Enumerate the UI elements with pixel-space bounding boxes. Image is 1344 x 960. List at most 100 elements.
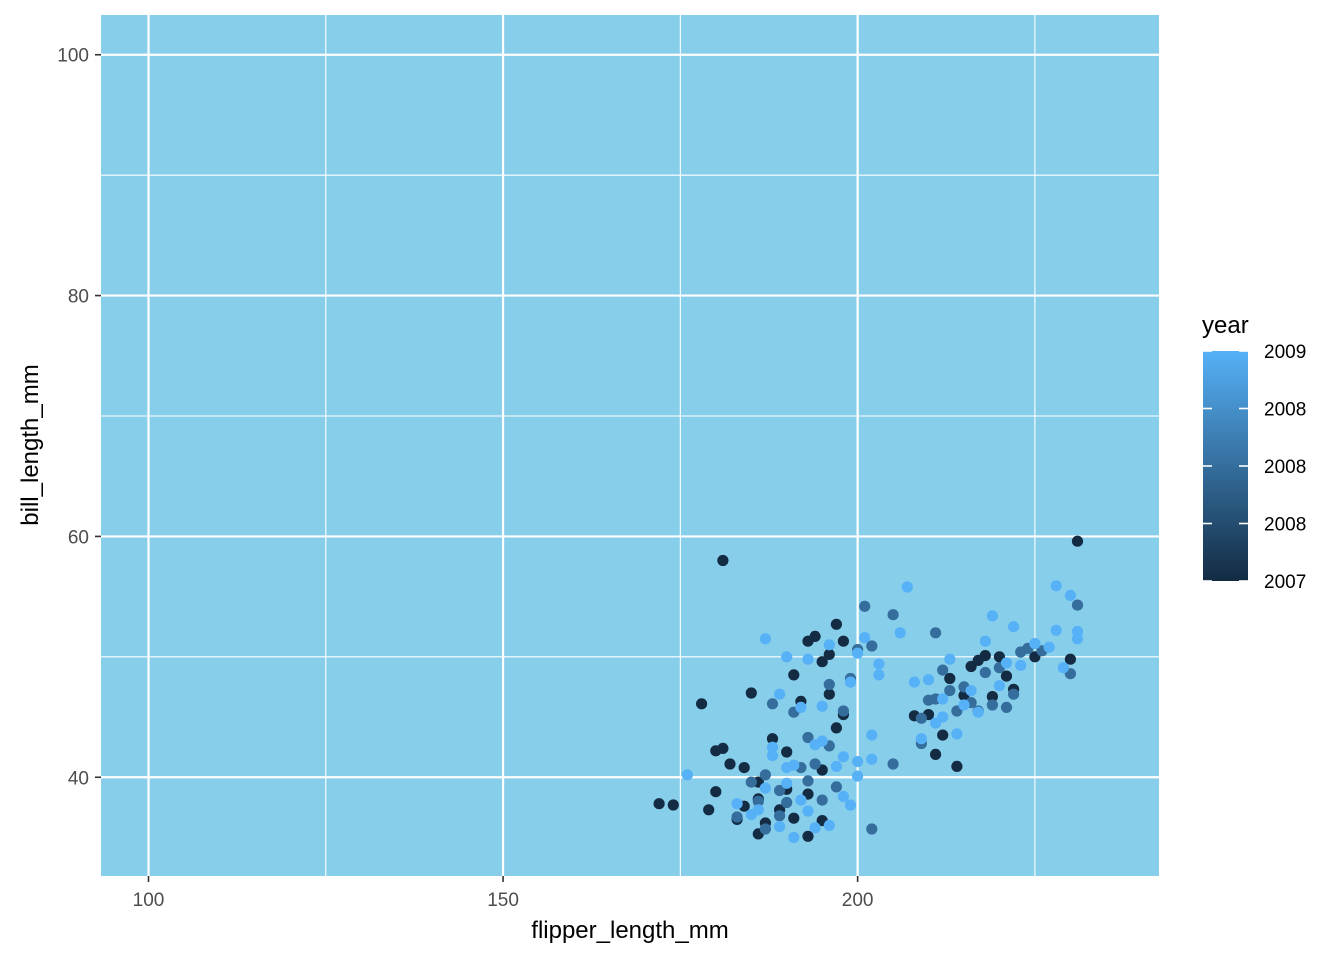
data-point [852, 756, 864, 768]
data-point [1000, 701, 1013, 714]
y-tick-label: 100 [57, 46, 89, 67]
data-point [802, 653, 814, 665]
data-point [681, 769, 694, 781]
data-point [830, 722, 843, 734]
data-point [752, 804, 764, 816]
data-point [717, 554, 729, 567]
data-point [759, 769, 772, 781]
data-point [887, 609, 899, 621]
data-point [774, 784, 786, 797]
data-point [795, 701, 807, 714]
grid-major [101, 15, 1159, 876]
data-point [809, 822, 821, 834]
data-point [944, 653, 956, 665]
data-point [986, 610, 999, 622]
data-point [1000, 657, 1013, 669]
data-point [887, 758, 899, 770]
data-point [816, 656, 828, 668]
data-point [766, 750, 779, 762]
data-point [816, 794, 828, 806]
data-point [802, 830, 814, 842]
data-point [922, 674, 935, 686]
data-point [944, 685, 956, 697]
data-point [852, 770, 864, 782]
data-point [816, 700, 828, 712]
data-point [1000, 670, 1013, 682]
data-point [653, 798, 665, 810]
legend-title: year [1202, 312, 1249, 339]
data-point [972, 654, 984, 667]
data-point [781, 777, 793, 789]
data-point [1008, 621, 1020, 633]
data-point [844, 676, 857, 688]
data-point [993, 680, 1006, 692]
y-tick-label: 40 [68, 768, 89, 789]
data-point [731, 811, 743, 823]
data-point [844, 799, 857, 811]
data-point [1043, 641, 1055, 653]
data-point [852, 647, 864, 659]
data-point [703, 804, 715, 816]
plot-panel [101, 15, 1159, 876]
data-point [873, 669, 885, 681]
data-point [774, 810, 786, 822]
data-point [802, 731, 814, 744]
data-point [837, 635, 850, 647]
data-point [972, 706, 984, 718]
data-point [809, 630, 821, 643]
data-point [717, 742, 729, 755]
data-point [788, 669, 800, 681]
x-tick-label: 200 [842, 890, 874, 911]
data-point [823, 648, 835, 661]
data-point [724, 758, 736, 770]
data-point [823, 639, 835, 651]
data-point [788, 812, 800, 824]
data-point [781, 651, 793, 663]
data-point [979, 666, 991, 679]
data-point [667, 799, 679, 811]
data-point [1057, 662, 1069, 674]
data-point [710, 786, 722, 798]
data-point [958, 699, 970, 711]
data-point [823, 678, 835, 691]
data-point [986, 691, 999, 703]
data-point [766, 733, 779, 745]
data-point [823, 819, 835, 832]
data-point [866, 753, 878, 765]
data-point [866, 729, 878, 741]
data-point [1064, 653, 1076, 665]
data-point [951, 728, 963, 740]
data-point [781, 762, 793, 774]
data-point [816, 735, 828, 747]
data-point [915, 733, 928, 745]
data-point [859, 600, 871, 612]
data-point [781, 796, 793, 809]
data-point [837, 751, 850, 763]
data-point [759, 633, 772, 645]
data-point [795, 794, 807, 806]
data-point [738, 762, 750, 774]
x-tick-label: 150 [487, 890, 519, 911]
data-point [979, 635, 991, 647]
data-point [802, 805, 814, 817]
data-point [937, 693, 949, 705]
x-axis-title: flipper_length_mm [531, 917, 728, 944]
data-point [745, 687, 757, 699]
y-tick-label: 80 [68, 287, 89, 308]
legend-label: 2008 [1264, 515, 1306, 536]
data-point [965, 685, 977, 697]
color-legend: year 2009 2008 2008 2008 2007 [1202, 312, 1306, 593]
legend-label: 2009 [1264, 342, 1306, 363]
x-tick-label: 100 [133, 890, 165, 911]
data-point [901, 581, 913, 593]
y-axis-title: bill_length_mm [17, 364, 44, 525]
data-point [859, 632, 871, 644]
data-point [873, 658, 885, 670]
data-point [1071, 535, 1084, 547]
data-point [788, 831, 800, 844]
data-point [1071, 633, 1084, 645]
legend-label: 2008 [1264, 457, 1306, 478]
data-point [1071, 599, 1084, 611]
data-point [908, 676, 921, 688]
grid-minor [101, 15, 1159, 876]
